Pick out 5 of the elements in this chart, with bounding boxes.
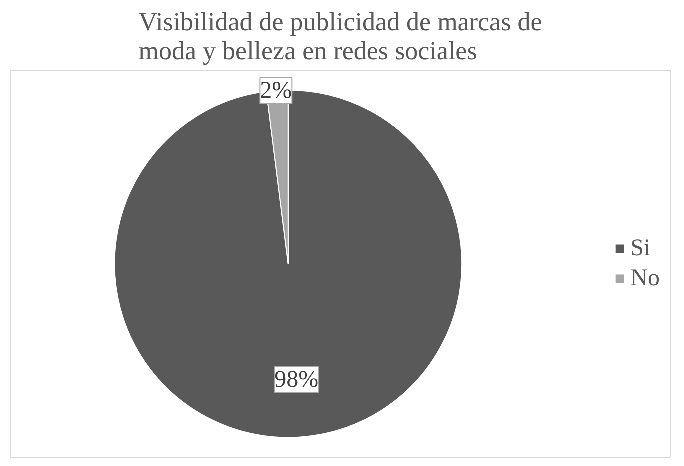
chart-title: Visibilidad de publicidad de marcas de moda y belleza en redes sociales: [138, 8, 542, 66]
legend-label: Si: [630, 235, 651, 262]
data-label: 98%: [274, 366, 319, 393]
data-label: 2%: [260, 78, 292, 104]
legend-label: No: [630, 265, 660, 292]
